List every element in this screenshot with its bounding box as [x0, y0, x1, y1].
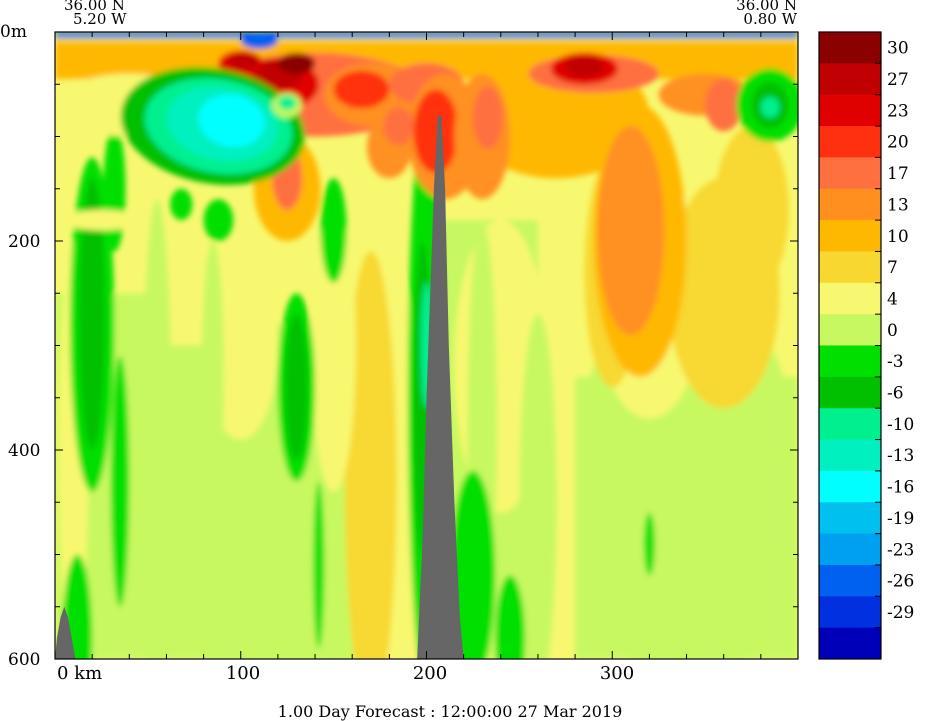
x-tick-labels: 0 km 100 200 300	[57, 663, 634, 684]
colorbar-swatch	[819, 533, 881, 566]
colorbar-swatch	[819, 376, 881, 409]
colorbar-swatch	[819, 220, 881, 252]
contour-blob	[413, 89, 459, 174]
right-lon-label: 0.80 W	[743, 10, 797, 28]
colorbar-tick-label: -23	[887, 540, 914, 560]
colorbar-tick-label: 27	[887, 70, 909, 90]
colorbar-tick-label: -6	[887, 384, 904, 404]
colorbar-tick-label: -29	[887, 603, 914, 623]
contour-blob	[714, 126, 789, 294]
y-tick-labels: 0m 200 400 600	[0, 22, 40, 670]
contour-blob	[472, 86, 503, 150]
colorbar-tick-label: 4	[887, 290, 898, 310]
colorbar-tick-label: -10	[887, 415, 914, 435]
colorbar-swatch	[819, 564, 881, 597]
colorbar-swatch	[819, 314, 881, 346]
contour-blob	[240, 32, 278, 49]
contour-blob	[142, 199, 173, 659]
colorbar-tick-label: -13	[887, 446, 914, 466]
colorbar-tick-label: 17	[887, 164, 909, 184]
x-tick-label: 100	[226, 663, 260, 684]
colorbar-swatch	[819, 63, 881, 96]
contour-blob	[79, 178, 106, 450]
contour-blob	[643, 512, 655, 576]
colorbar-swatch	[819, 408, 881, 441]
colorbar-swatch	[819, 126, 881, 158]
contour-blob	[313, 481, 325, 649]
contour-blob	[198, 94, 265, 148]
contour-blob	[383, 107, 414, 145]
colorbar-tick-label: 0	[887, 321, 898, 341]
contour-blob	[320, 178, 347, 283]
colorbar-tick-label: 30	[887, 39, 909, 59]
colorbar-swatch	[819, 32, 881, 64]
colorbar-tick-label: 13	[887, 195, 909, 215]
y-tick-label: 400	[8, 441, 40, 461]
colorbar-tick-label: -3	[887, 352, 904, 372]
contour-blob	[705, 79, 743, 132]
colorbar-tick-label: 23	[887, 101, 909, 121]
colorbar-swatch	[819, 470, 881, 503]
y-tick-label: 600	[8, 650, 40, 670]
x-tick-label: 300	[600, 663, 634, 684]
contour-blob	[333, 70, 390, 109]
plot-ticks	[54, 31, 799, 660]
contour-blob	[277, 95, 297, 111]
contour-blob	[110, 355, 130, 607]
colorbar	[818, 31, 882, 660]
forecast-caption: 1.00 Day Forecast : 12:00:00 27 Mar 2019	[278, 702, 623, 721]
y-tick-label: 0m	[0, 22, 27, 42]
colorbar-swatch	[819, 502, 881, 535]
colorbar-tick-label: -19	[887, 509, 914, 529]
plot-area	[55, 32, 798, 659]
left-lon-label: 5.20 W	[73, 10, 127, 28]
contour-blob	[229, 52, 260, 70]
colorbar-tick-label: 20	[887, 133, 909, 153]
contour-blob	[519, 314, 557, 659]
contour-blob	[760, 96, 780, 118]
contour-blob	[277, 52, 316, 74]
colorbar-swatch	[819, 596, 881, 629]
contour-blob	[597, 126, 665, 336]
contour-blob	[203, 199, 234, 242]
colorbar-tick-label: -26	[887, 572, 914, 592]
colorbar-swatch	[819, 94, 881, 127]
colorbar-swatch	[819, 251, 881, 284]
colorbar-swatch	[819, 157, 881, 190]
contour-blob	[285, 314, 308, 461]
contour-blob	[311, 199, 356, 492]
right-lat-label: 36.00 N	[736, 0, 797, 14]
contour-blob	[170, 188, 193, 221]
contour-blob	[344, 251, 397, 659]
colorbar-swatch	[819, 282, 881, 315]
x-tick-label: 0 km	[57, 663, 102, 684]
y-tick-label: 200	[8, 232, 40, 252]
contour-blob	[201, 241, 225, 513]
colorbar-tick-label: -16	[887, 478, 914, 498]
contour-blob	[64, 209, 139, 231]
colorbar-tick-label: 7	[887, 258, 898, 278]
colorbar-swatch	[819, 439, 881, 472]
seamount-terrain	[417, 115, 464, 659]
colorbar-swatch	[819, 188, 881, 221]
x-tick-label: 200	[413, 663, 447, 684]
contour-blob	[103, 126, 126, 252]
contour-blob	[450, 470, 496, 659]
colorbar-swatch	[819, 627, 881, 660]
left-lat-label: 36.00 N	[64, 0, 125, 14]
colorbar-tick-label: 10	[887, 227, 909, 247]
colorbar-swatch	[819, 345, 881, 378]
colorbar-labels: 30 27 23 20 17 13 10 7 4 0 -3 -6 -10 -13 -16 -19 -23 -26 -…	[875, 39, 914, 629]
contour-blob	[495, 575, 525, 659]
contour-blob	[565, 56, 603, 77]
left-terrain	[55, 606, 76, 659]
